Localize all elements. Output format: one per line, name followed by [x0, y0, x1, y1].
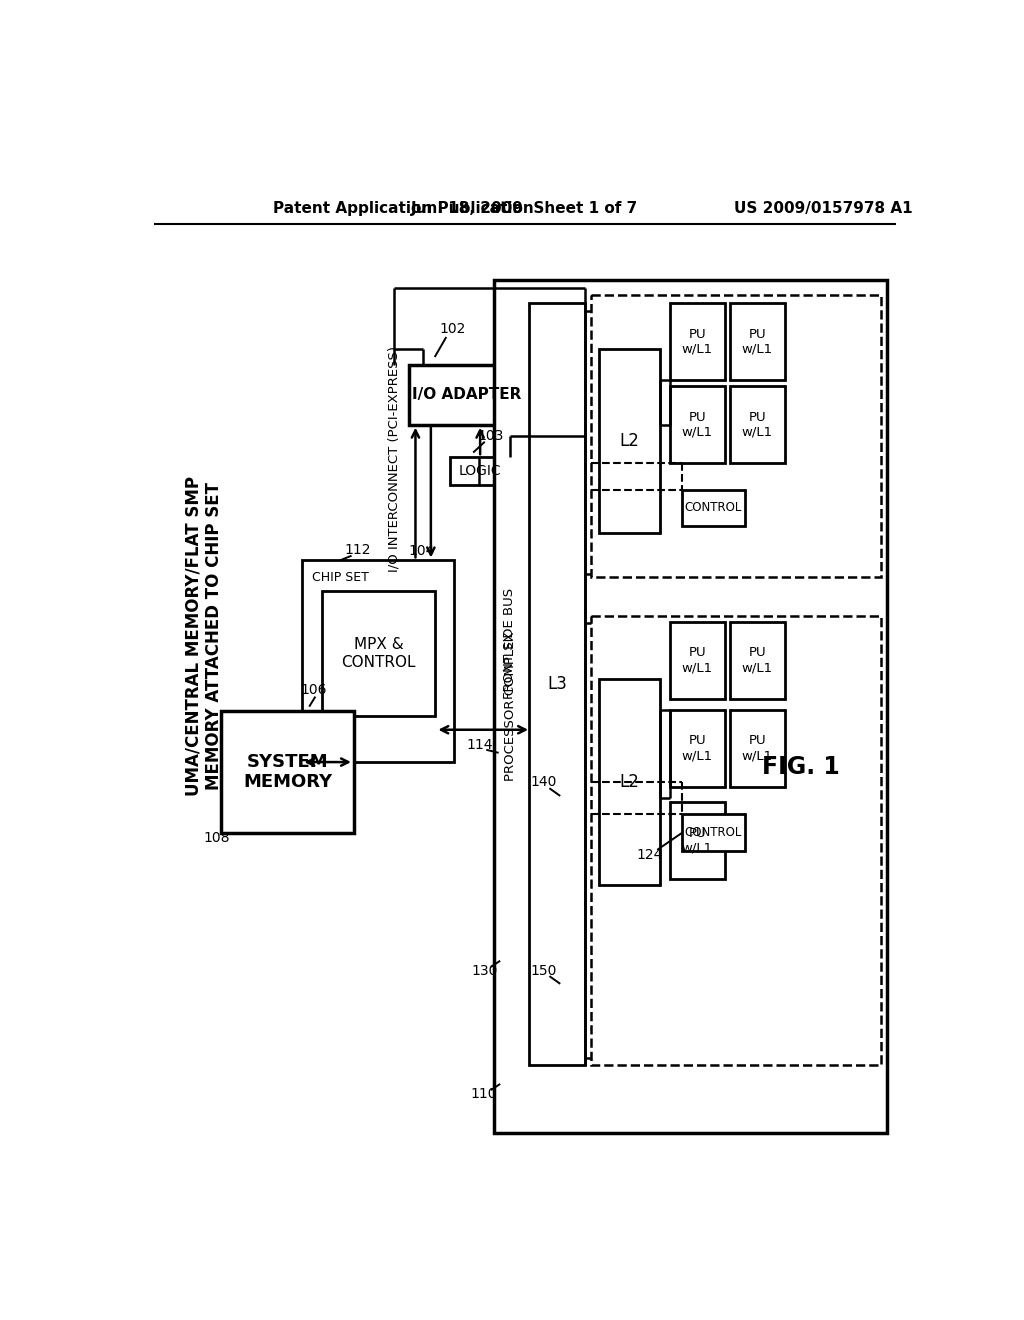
- Bar: [591, 615, 881, 1065]
- Text: L3: L3: [547, 676, 567, 693]
- Text: US 2009/0157978 A1: US 2009/0157978 A1: [734, 201, 912, 216]
- Text: 130: 130: [472, 964, 498, 978]
- Bar: [670, 304, 725, 380]
- Text: PU
w/L1: PU w/L1: [682, 327, 713, 355]
- Text: PU
w/L1: PU w/L1: [682, 411, 713, 438]
- Text: PU
w/L1: PU w/L1: [682, 826, 713, 854]
- Text: PU
w/L1: PU w/L1: [682, 647, 713, 675]
- Bar: [670, 387, 725, 463]
- Bar: [670, 622, 725, 700]
- Bar: [730, 304, 785, 380]
- Bar: [682, 490, 745, 527]
- Text: 108: 108: [204, 830, 230, 845]
- Text: 150: 150: [530, 964, 556, 978]
- Text: 112: 112: [344, 543, 371, 557]
- Text: L2: L2: [620, 774, 639, 791]
- Text: I/O INTERCONNECT (PCI-EXPRESS): I/O INTERCONNECT (PCI-EXPRESS): [387, 346, 400, 572]
- Bar: [730, 710, 785, 787]
- Text: UMA/CENTRAL MEMORY/FLAT SMP
MEMORY ATTACHED TO CHIP SET: UMA/CENTRAL MEMORY/FLAT SMP MEMORY ATTAC…: [184, 475, 223, 796]
- Bar: [322, 591, 435, 715]
- Text: PU
w/L1: PU w/L1: [741, 734, 773, 762]
- Bar: [670, 710, 725, 787]
- Text: CONTROL: CONTROL: [685, 826, 742, 840]
- Text: 140: 140: [530, 775, 556, 789]
- Bar: [682, 814, 745, 851]
- Text: PU
w/L1: PU w/L1: [741, 411, 773, 438]
- Text: 110: 110: [470, 1086, 497, 1101]
- Bar: [591, 296, 881, 577]
- Text: 124: 124: [636, 849, 663, 862]
- Text: Jun. 18, 2009  Sheet 1 of 7: Jun. 18, 2009 Sheet 1 of 7: [412, 201, 638, 216]
- Text: PROCESSOR COMPLEX: PROCESSOR COMPLEX: [505, 632, 517, 781]
- Text: FRONT SIDE BUS: FRONT SIDE BUS: [503, 587, 516, 700]
- Text: Patent Application Publication: Patent Application Publication: [273, 201, 534, 216]
- Text: 114: 114: [467, 738, 494, 752]
- Bar: [301, 560, 454, 762]
- Text: LOGIC: LOGIC: [459, 465, 502, 478]
- Text: 103: 103: [478, 429, 504, 442]
- Text: PU
w/L1: PU w/L1: [682, 734, 713, 762]
- Bar: [529, 304, 585, 1065]
- Text: 104: 104: [409, 544, 435, 558]
- Bar: [221, 711, 354, 833]
- Bar: [730, 387, 785, 463]
- Text: I/O ADAPTER: I/O ADAPTER: [412, 387, 521, 403]
- Bar: [730, 622, 785, 700]
- Text: CHIP SET: CHIP SET: [312, 572, 370, 585]
- Text: 102: 102: [439, 322, 466, 337]
- Bar: [410, 364, 523, 425]
- Bar: [599, 350, 660, 533]
- Text: MPX &
CONTROL: MPX & CONTROL: [341, 638, 416, 669]
- Text: 106: 106: [301, 682, 327, 697]
- Text: CONTROL: CONTROL: [685, 502, 742, 515]
- Bar: [494, 280, 887, 1133]
- Text: L2: L2: [620, 432, 639, 450]
- Bar: [599, 678, 660, 886]
- Bar: [670, 803, 725, 879]
- Text: PU
w/L1: PU w/L1: [741, 327, 773, 355]
- Bar: [451, 457, 510, 484]
- Text: SYSTEM
MEMORY: SYSTEM MEMORY: [243, 752, 332, 792]
- Text: PU
w/L1: PU w/L1: [741, 647, 773, 675]
- Text: FIG. 1: FIG. 1: [762, 755, 840, 779]
